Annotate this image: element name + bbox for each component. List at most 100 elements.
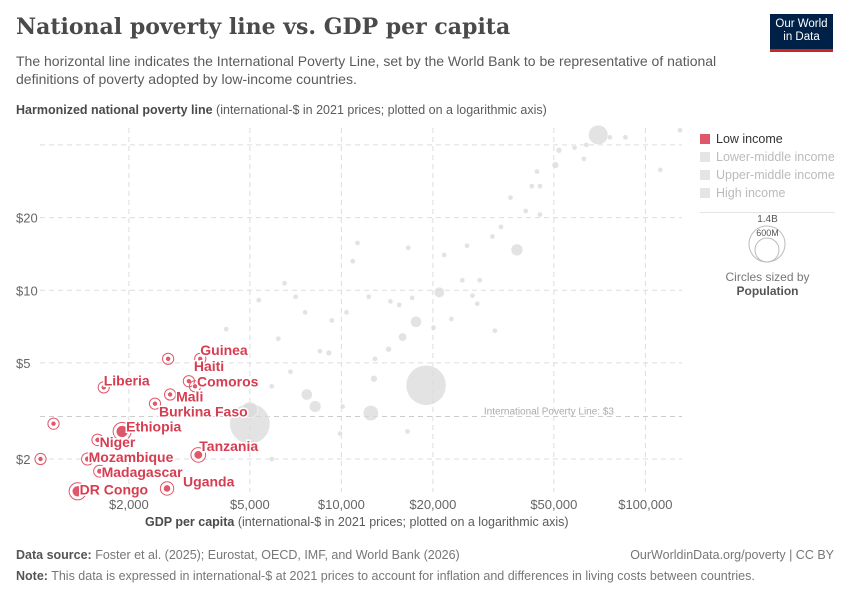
note-label: Note:: [16, 569, 48, 583]
data-point-low-income: [192, 383, 199, 390]
legend-item-upper-middle-income[interactable]: Upper-middle income: [700, 166, 835, 184]
legend-label: Low income: [716, 132, 783, 146]
data-point-ring: [97, 381, 110, 394]
owid-link[interactable]: OurWorldinData.org/poverty | CC BY: [630, 548, 834, 562]
data-point-low-income: [115, 425, 129, 438]
data-point-other: [354, 240, 361, 246]
data-point-other: [387, 298, 394, 305]
data-point-other: [268, 383, 275, 390]
data-point-other: [370, 375, 378, 383]
legend-item-low-income[interactable]: Low income: [700, 130, 835, 148]
data-point-other: [410, 315, 422, 328]
data-point-low-income: [71, 485, 84, 498]
data-point-ring: [159, 481, 175, 496]
legend-swatch: [700, 152, 710, 162]
data-point-low-income: [165, 355, 172, 362]
legend-label: Lower-middle income: [716, 150, 835, 164]
poverty-line-label: International Poverty Line: $3: [484, 406, 615, 417]
legend-item-high-income[interactable]: High income: [700, 184, 835, 202]
data-point-low-income: [193, 450, 204, 460]
data-point-other: [657, 167, 664, 173]
data-point-other: [223, 326, 230, 333]
data-point-other: [537, 183, 543, 189]
y-axis-label-bold: Harmonized national poverty line: [16, 103, 213, 117]
data-point-other: [337, 430, 343, 437]
size-legend-caption: Circles sized by: [725, 270, 810, 284]
data-point-other: [385, 346, 392, 353]
data-point-other: [325, 349, 333, 357]
data-point-other: [302, 309, 308, 316]
x-axis-label-bold: GDP per capita: [145, 515, 235, 529]
x-tick-label: $50,000: [530, 497, 577, 512]
data-point-other: [430, 324, 437, 331]
y-tick-label: $5: [16, 356, 30, 371]
data-point-ring: [81, 452, 95, 466]
data-point-other: [489, 233, 496, 240]
data-point-low-income: [96, 467, 103, 475]
country-label: Guinea: [200, 342, 248, 358]
data-point-other: [528, 183, 535, 189]
legend-label: Upper-middle income: [716, 168, 835, 182]
x-tick-label: $2,000: [109, 497, 149, 512]
data-point-other: [339, 403, 346, 410]
data-point-ring: [162, 352, 175, 365]
data-point-other: [281, 280, 288, 287]
data-point-other: [372, 355, 378, 362]
data-point-other: [309, 400, 322, 413]
data-point-other: [405, 244, 412, 251]
legend-swatch: [700, 134, 710, 144]
data-point-other: [464, 242, 470, 249]
data-point-other: [404, 428, 411, 435]
data-point-other: [409, 295, 416, 301]
data-point-other: [588, 124, 609, 145]
legend-swatch: [700, 188, 710, 198]
country-label: Mozambique: [89, 449, 174, 465]
data-point-other: [275, 335, 282, 342]
legend-divider: [700, 212, 835, 213]
data-point-ring: [34, 452, 47, 466]
data-point-ring: [188, 380, 202, 393]
data-point-low-income: [84, 455, 92, 463]
legend-item-lower-middle-income[interactable]: Lower-middle income: [700, 148, 835, 166]
data-point-other: [498, 224, 504, 230]
data-point-other: [492, 327, 498, 334]
x-axis-label: GDP per capita (international-$ in 2021 …: [145, 515, 569, 529]
note-text: This data is expressed in international-…: [47, 569, 755, 583]
size-legend-small: 600M: [756, 228, 779, 238]
country-label: Madagascar: [102, 464, 183, 480]
owid-logo[interactable]: Our World in Data: [770, 14, 833, 52]
country-label: Haiti: [194, 358, 224, 374]
data-point-other: [433, 286, 445, 298]
source-text: Foster et al. (2025); Eurostat, OECD, IM…: [91, 548, 460, 562]
data-point-other: [448, 316, 455, 322]
data-point-other: [287, 368, 294, 375]
data-point-other: [396, 302, 403, 308]
y-tick-label: $10: [16, 283, 38, 298]
data-point-other: [459, 277, 466, 284]
data-point-other: [555, 147, 563, 154]
source-label: Data source:: [16, 548, 92, 562]
country-label: DR Congo: [80, 481, 148, 497]
data-point-low-income: [162, 484, 172, 493]
legend-label: High income: [716, 186, 786, 200]
data-point-other: [474, 300, 481, 307]
data-point-low-income: [94, 436, 101, 444]
country-label: Niger: [100, 434, 136, 450]
data-point-other: [349, 258, 356, 264]
data-point-other: [677, 127, 683, 134]
data-point-low-income: [151, 400, 158, 407]
y-axis-label-rest: (international-$ in 2021 prices; plotted…: [212, 103, 547, 117]
legend-swatch: [700, 170, 710, 180]
y-axis-label: Harmonized national poverty line (intern…: [16, 103, 547, 117]
data-point-other: [241, 401, 259, 418]
data-point-other: [581, 156, 587, 162]
data-point-other: [268, 456, 275, 462]
data-point-ring: [68, 482, 87, 501]
data-point-other: [622, 134, 629, 141]
data-point-other: [537, 211, 543, 218]
data-point-other: [510, 243, 524, 257]
data-point-ring: [47, 417, 60, 430]
data-source: Data source: Foster et al. (2025); Euros…: [16, 548, 460, 562]
